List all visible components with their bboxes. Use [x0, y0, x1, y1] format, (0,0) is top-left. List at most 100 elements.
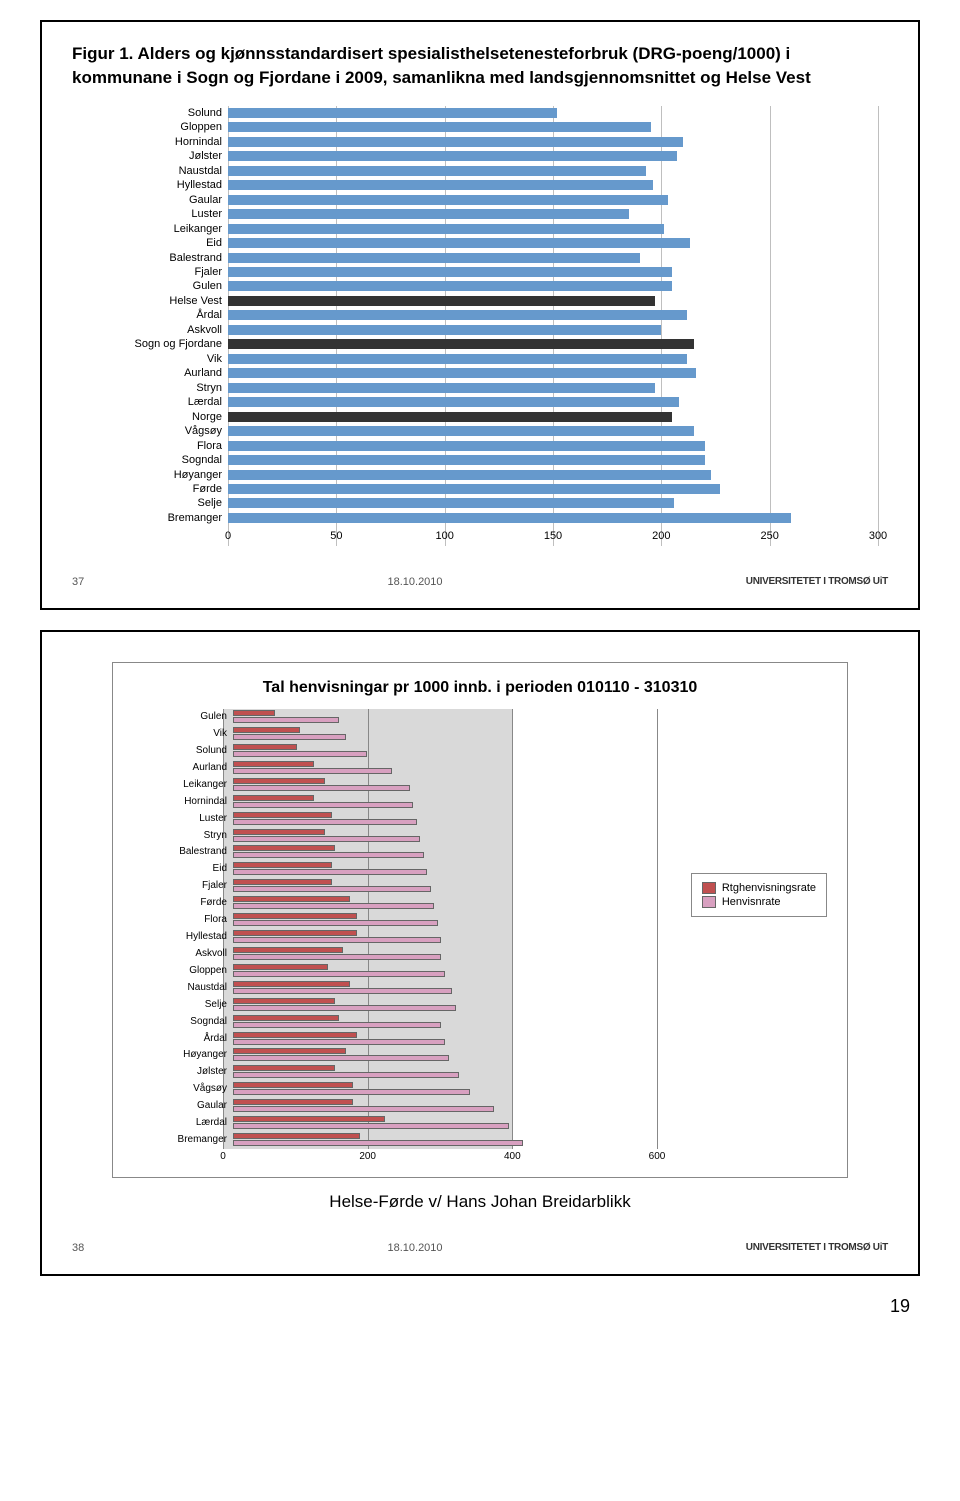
chart2-bar-henvis: [233, 819, 417, 825]
chart1-row: Sogndal: [112, 453, 878, 467]
chart2-tick: 200: [359, 1151, 376, 1162]
chart1-row: Solund: [112, 106, 878, 120]
chart2-bar-rt: [233, 879, 332, 885]
chart1-row: Naustdal: [112, 164, 878, 178]
page-number: 19: [0, 1296, 910, 1317]
chart2-row: Gloppen: [233, 963, 657, 979]
chart2-gridline: [657, 709, 658, 1149]
chart1-row: Aurland: [112, 366, 878, 380]
chart2-bar-henvis: [233, 1039, 445, 1045]
chart2-bar-henvis: [233, 785, 410, 791]
chart1-bararea: [228, 193, 878, 207]
chart2-row: Årdal: [233, 1031, 657, 1047]
chart2-row: Solund: [233, 743, 657, 759]
chart1-tick: 300: [869, 530, 887, 542]
legend-rt: Rtghenvisningsrate: [702, 882, 816, 894]
chart1-bararea: [228, 482, 878, 496]
chart1-label: Bremanger: [112, 512, 228, 524]
slide2-num: 38: [72, 1242, 84, 1254]
chart1-row: Norge: [112, 410, 878, 424]
chart1-bararea: [228, 294, 878, 308]
chart2-label: Solund: [137, 745, 227, 756]
chart2-plot: GulenVikSolundAurlandLeikangerHornindalL…: [233, 709, 657, 1149]
chart1-bararea: [228, 265, 878, 279]
chart2-bar-henvis: [233, 1140, 523, 1146]
chart1-bararea: [228, 279, 878, 293]
chart1-tick: 200: [652, 530, 670, 542]
chart1-label: Årdal: [112, 309, 228, 321]
chart2-bar-rt: [233, 930, 357, 936]
chart1-bararea: [228, 222, 878, 236]
chart1-bararea: [228, 251, 878, 265]
chart1-bar: [228, 137, 683, 147]
chart1-label: Selje: [112, 497, 228, 509]
chart1-label: Naustdal: [112, 165, 228, 177]
chart2-row: Gaular: [233, 1098, 657, 1114]
chart1-bar: [228, 296, 655, 306]
chart2-label: Stryn: [137, 830, 227, 841]
chart1-bar: [228, 325, 661, 335]
chart1-bar: [228, 180, 653, 190]
chart1-row: Årdal: [112, 308, 878, 322]
slide1-footer: 37 18.10.2010 UNIVERSITETET I TROMSØ UiT: [72, 576, 888, 588]
chart1-label: Solund: [112, 107, 228, 119]
chart2-row: Hornindal: [233, 794, 657, 810]
chart1-tick: 50: [330, 530, 342, 542]
chart1-bararea: [228, 308, 878, 322]
chart1-label: Vik: [112, 353, 228, 365]
chart1-axis: 050100150200250300: [228, 526, 878, 546]
chart1-bar: [228, 224, 664, 234]
chart2-row: Fjaler: [233, 878, 657, 894]
chart2-row: Hyllestad: [233, 929, 657, 945]
slide-1: Figur 1. Alders og kjønnsstandardisert s…: [40, 20, 920, 610]
chart2-tick: 0: [220, 1151, 226, 1162]
chart1-bararea: [228, 468, 878, 482]
chart1-row: Gaular: [112, 193, 878, 207]
chart1-label: Aurland: [112, 367, 228, 379]
chart1-row: Fjaler: [112, 265, 878, 279]
chart2-label: Leikanger: [137, 779, 227, 790]
chart1-plot: SolundGloppenHornindalJølsterNaustdalHyl…: [112, 106, 878, 526]
chart1-bar: [228, 426, 694, 436]
chart1-tick: 0: [225, 530, 231, 542]
chart1-label: Sogn og Fjordane: [112, 338, 228, 350]
chart2-label: Jølster: [137, 1066, 227, 1077]
chart1-label: Balestrand: [112, 252, 228, 264]
chart1-row: Selje: [112, 496, 878, 510]
chart1-bararea: [228, 511, 878, 525]
chart1-bararea: [228, 149, 878, 163]
chart1-row: Vågsøy: [112, 424, 878, 438]
chart1-label: Hornindal: [112, 136, 228, 148]
chart2-bar-henvis: [233, 1106, 494, 1112]
chart2-bar-henvis: [233, 768, 392, 774]
chart2-row: Eid: [233, 861, 657, 877]
chart2-bar-henvis: [233, 954, 441, 960]
chart1-row: Bremanger: [112, 511, 878, 525]
chart2-bar-henvis: [233, 852, 424, 858]
chart2-label: Balestrand: [137, 846, 227, 857]
chart1-bar: [228, 253, 640, 263]
chart2-bar-rt: [233, 1032, 357, 1038]
chart2-axis: 0200400600: [223, 1149, 837, 1167]
chart2-row: Aurland: [233, 760, 657, 776]
chart1-row: Hornindal: [112, 135, 878, 149]
chart1-label: Fjaler: [112, 266, 228, 278]
chart2-row: Luster: [233, 811, 657, 827]
chart1-label: Førde: [112, 483, 228, 495]
chart1-label: Eid: [112, 237, 228, 249]
chart2-bar-rt: [233, 812, 332, 818]
chart2-label: Årdal: [137, 1033, 227, 1044]
chart2-bar-henvis: [233, 937, 441, 943]
chart1-bar: [228, 122, 651, 132]
chart1-row: Stryn: [112, 381, 878, 395]
chart2-bar-henvis: [233, 988, 452, 994]
chart1-label: Leikanger: [112, 223, 228, 235]
legend-henvis: Henvisnrate: [702, 896, 816, 908]
chart2-bar-henvis: [233, 1089, 470, 1095]
chart2-bar-rt: [233, 913, 357, 919]
chart2-row: Naustdal: [233, 980, 657, 996]
chart2-label: Gulen: [137, 711, 227, 722]
chart1-row: Lærdal: [112, 395, 878, 409]
slide2-footer: 38 18.10.2010 UNIVERSITETET I TROMSØ UiT: [72, 1242, 888, 1254]
chart1-label: Høyanger: [112, 469, 228, 481]
